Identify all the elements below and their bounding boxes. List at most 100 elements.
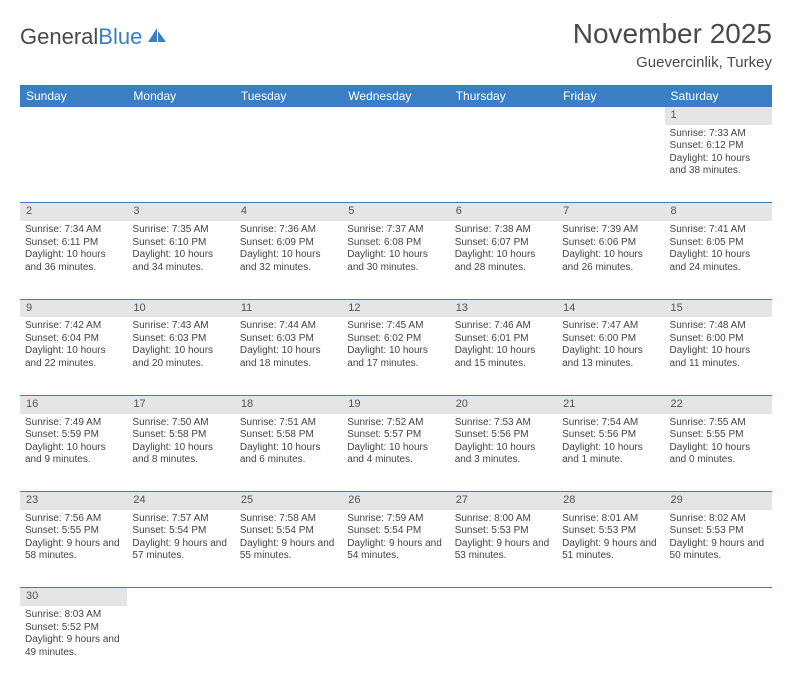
day-cell (342, 606, 449, 684)
sunrise-line: Sunrise: 7:58 AM (240, 513, 337, 526)
day-cell: Sunrise: 7:56 AMSunset: 5:55 PMDaylight:… (20, 510, 127, 588)
daynum-row: 30 (20, 588, 772, 606)
day-cell: Sunrise: 7:34 AMSunset: 6:11 PMDaylight:… (20, 221, 127, 299)
day-number-cell: 11 (235, 299, 342, 317)
daylight-line: Daylight: 9 hours and 53 minutes. (455, 538, 552, 563)
sunrise-line: Sunrise: 7:45 AM (347, 320, 444, 333)
sunrise-line: Sunrise: 8:00 AM (455, 513, 552, 526)
day-cell: Sunrise: 7:39 AMSunset: 6:06 PMDaylight:… (557, 221, 664, 299)
daylight-line: Daylight: 9 hours and 55 minutes. (240, 538, 337, 563)
sunrise-line: Sunrise: 8:03 AM (25, 609, 122, 622)
sunrise-line: Sunrise: 7:39 AM (562, 224, 659, 237)
daynum-row: 1 (20, 107, 772, 125)
day-cell: Sunrise: 7:42 AMSunset: 6:04 PMDaylight:… (20, 317, 127, 395)
sunset-line: Sunset: 6:00 PM (562, 333, 659, 346)
day-number-cell (127, 107, 234, 125)
day-cell (665, 606, 772, 684)
day-number-cell: 29 (665, 492, 772, 510)
day-number-cell (557, 107, 664, 125)
sunrise-line: Sunrise: 7:43 AM (132, 320, 229, 333)
day-cell: Sunrise: 7:46 AMSunset: 6:01 PMDaylight:… (450, 317, 557, 395)
sunset-line: Sunset: 6:04 PM (25, 333, 122, 346)
daylight-line: Daylight: 9 hours and 58 minutes. (25, 538, 122, 563)
daylight-line: Daylight: 10 hours and 9 minutes. (25, 442, 122, 467)
content-row: Sunrise: 7:42 AMSunset: 6:04 PMDaylight:… (20, 317, 772, 395)
sunrise-line: Sunrise: 7:38 AM (455, 224, 552, 237)
daynum-row: 2345678 (20, 203, 772, 221)
day-number-cell: 2 (20, 203, 127, 221)
day-number-cell (342, 107, 449, 125)
day-cell: Sunrise: 7:58 AMSunset: 5:54 PMDaylight:… (235, 510, 342, 588)
day-cell: Sunrise: 7:52 AMSunset: 5:57 PMDaylight:… (342, 414, 449, 492)
day-number-cell: 22 (665, 395, 772, 413)
day-cell: Sunrise: 7:51 AMSunset: 5:58 PMDaylight:… (235, 414, 342, 492)
sunset-line: Sunset: 6:01 PM (455, 333, 552, 346)
sunset-line: Sunset: 5:54 PM (347, 525, 444, 538)
day-cell: Sunrise: 7:35 AMSunset: 6:10 PMDaylight:… (127, 221, 234, 299)
daylight-line: Daylight: 10 hours and 4 minutes. (347, 442, 444, 467)
sunset-line: Sunset: 5:53 PM (455, 525, 552, 538)
daylight-line: Daylight: 10 hours and 11 minutes. (670, 345, 767, 370)
month-title: November 2025 (573, 18, 772, 50)
day-cell (557, 125, 664, 203)
day-number-cell: 7 (557, 203, 664, 221)
day-cell (450, 125, 557, 203)
day-number-cell (450, 107, 557, 125)
weekday-header: Monday (127, 85, 234, 107)
day-number-cell (450, 588, 557, 606)
daylight-line: Daylight: 10 hours and 17 minutes. (347, 345, 444, 370)
sunset-line: Sunset: 5:55 PM (25, 525, 122, 538)
daylight-line: Daylight: 10 hours and 1 minute. (562, 442, 659, 467)
day-cell (20, 125, 127, 203)
day-number-cell: 19 (342, 395, 449, 413)
logo-text-blue: Blue (98, 24, 142, 50)
sunrise-line: Sunrise: 7:46 AM (455, 320, 552, 333)
daylight-line: Daylight: 10 hours and 26 minutes. (562, 249, 659, 274)
day-cell: Sunrise: 7:59 AMSunset: 5:54 PMDaylight:… (342, 510, 449, 588)
daylight-line: Daylight: 10 hours and 13 minutes. (562, 345, 659, 370)
day-cell (127, 125, 234, 203)
day-number-cell (20, 107, 127, 125)
day-number-cell (235, 107, 342, 125)
day-cell: Sunrise: 7:38 AMSunset: 6:07 PMDaylight:… (450, 221, 557, 299)
day-cell: Sunrise: 7:44 AMSunset: 6:03 PMDaylight:… (235, 317, 342, 395)
daynum-row: 16171819202122 (20, 395, 772, 413)
day-cell: Sunrise: 8:00 AMSunset: 5:53 PMDaylight:… (450, 510, 557, 588)
sunset-line: Sunset: 6:12 PM (670, 140, 767, 153)
sunrise-line: Sunrise: 7:50 AM (132, 417, 229, 430)
sunrise-line: Sunrise: 7:53 AM (455, 417, 552, 430)
sunset-line: Sunset: 5:54 PM (132, 525, 229, 538)
day-number-cell: 15 (665, 299, 772, 317)
daylight-line: Daylight: 10 hours and 24 minutes. (670, 249, 767, 274)
sunset-line: Sunset: 5:56 PM (455, 429, 552, 442)
weekday-header: Tuesday (235, 85, 342, 107)
weekday-header: Thursday (450, 85, 557, 107)
daylight-line: Daylight: 10 hours and 36 minutes. (25, 249, 122, 274)
day-number-cell: 6 (450, 203, 557, 221)
day-cell: Sunrise: 7:54 AMSunset: 5:56 PMDaylight:… (557, 414, 664, 492)
weekday-header: Wednesday (342, 85, 449, 107)
sunrise-line: Sunrise: 7:42 AM (25, 320, 122, 333)
day-number-cell: 3 (127, 203, 234, 221)
day-cell (557, 606, 664, 684)
sunset-line: Sunset: 5:53 PM (670, 525, 767, 538)
sunrise-line: Sunrise: 7:57 AM (132, 513, 229, 526)
sunrise-line: Sunrise: 8:02 AM (670, 513, 767, 526)
day-cell: Sunrise: 7:41 AMSunset: 6:05 PMDaylight:… (665, 221, 772, 299)
content-row: Sunrise: 7:56 AMSunset: 5:55 PMDaylight:… (20, 510, 772, 588)
sunset-line: Sunset: 6:11 PM (25, 237, 122, 250)
sunset-line: Sunset: 6:02 PM (347, 333, 444, 346)
sunset-line: Sunset: 5:58 PM (240, 429, 337, 442)
daylight-line: Daylight: 10 hours and 38 minutes. (670, 153, 767, 178)
day-number-cell: 26 (342, 492, 449, 510)
day-cell: Sunrise: 7:57 AMSunset: 5:54 PMDaylight:… (127, 510, 234, 588)
day-cell: Sunrise: 8:02 AMSunset: 5:53 PMDaylight:… (665, 510, 772, 588)
sunset-line: Sunset: 6:09 PM (240, 237, 337, 250)
sunrise-line: Sunrise: 7:37 AM (347, 224, 444, 237)
day-number-cell: 23 (20, 492, 127, 510)
daylight-line: Daylight: 10 hours and 28 minutes. (455, 249, 552, 274)
daylight-line: Daylight: 10 hours and 32 minutes. (240, 249, 337, 274)
daylight-line: Daylight: 10 hours and 22 minutes. (25, 345, 122, 370)
day-number-cell: 24 (127, 492, 234, 510)
day-cell (450, 606, 557, 684)
